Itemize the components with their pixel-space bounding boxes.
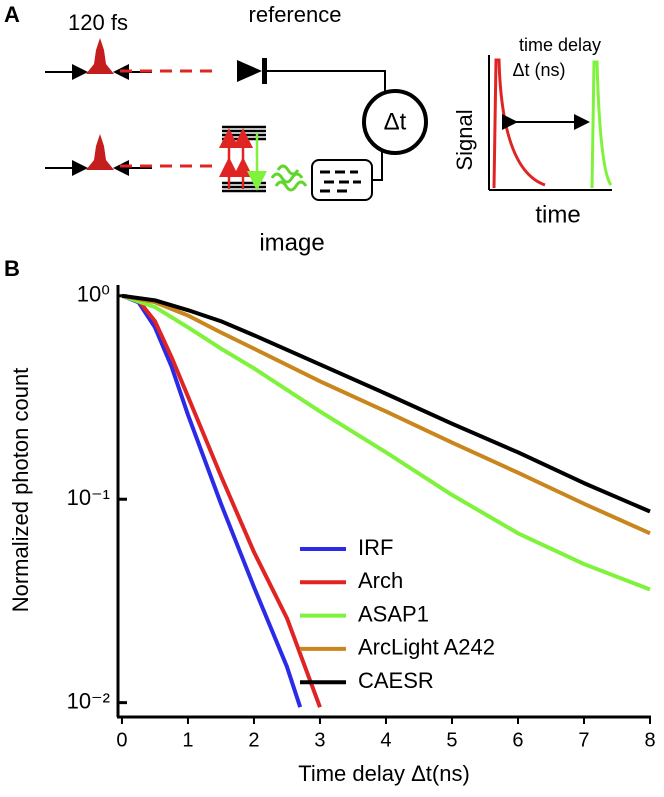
wire — [267, 70, 386, 92]
x-tick-label: 8 — [644, 729, 655, 751]
wire — [372, 150, 383, 181]
inset-signal — [590, 60, 613, 189]
x-axis-label: Time delay Δt(ns) — [298, 761, 470, 786]
series-line — [121, 293, 322, 708]
x-tick-label: 5 — [446, 729, 457, 751]
x-tick-label: 0 — [116, 729, 127, 751]
series-line — [121, 293, 651, 536]
timer — [362, 89, 428, 155]
y-tick-label: 10⁰ — [77, 282, 110, 307]
fluorescence — [270, 164, 308, 192]
inset-unit: Δt (ns) — [512, 60, 565, 80]
pulse-label: 120 fs — [68, 10, 128, 35]
reference-label: reference — [249, 2, 342, 27]
detector — [311, 159, 373, 201]
legend-label: CAESR — [358, 668, 434, 693]
series-line — [121, 293, 651, 592]
y-tick-label: 10⁻² — [67, 688, 110, 713]
image-label: image — [259, 229, 324, 256]
legend-label: ASAP1 — [358, 601, 429, 626]
pulse — [86, 38, 114, 74]
legend-label: Arch — [358, 568, 403, 593]
inset-x-label: time — [535, 201, 580, 228]
diode — [237, 60, 262, 82]
series-line — [121, 293, 303, 708]
detector-pixels — [320, 170, 361, 193]
x-tick-label: 2 — [248, 729, 259, 751]
legend-label: IRF — [358, 535, 393, 560]
inset-signal — [492, 58, 546, 189]
panel-a: A 120 fs reference Δt image — [4, 2, 613, 256]
delay-arrow-head — [506, 118, 514, 126]
x-tick-label: 6 — [512, 729, 523, 751]
x-tick-label: 3 — [314, 729, 325, 751]
pulse — [86, 134, 114, 170]
x-tick-label: 4 — [380, 729, 391, 751]
inset-y-label: Signal — [452, 109, 477, 170]
y-axis-label: Normalized photon count — [8, 368, 33, 613]
timer-label: Δt — [384, 108, 407, 135]
series-line — [121, 293, 651, 514]
diode-bar — [262, 58, 267, 84]
panel-label: A — [4, 2, 20, 27]
legend-label: ArcLight A242 — [358, 635, 495, 660]
panel-label: B — [4, 256, 20, 281]
x-tick-label: 7 — [578, 729, 589, 751]
y-tick-label: 10⁻¹ — [67, 485, 110, 510]
x-tick-label: 1 — [182, 729, 193, 751]
inset-title: time delay — [519, 35, 601, 55]
